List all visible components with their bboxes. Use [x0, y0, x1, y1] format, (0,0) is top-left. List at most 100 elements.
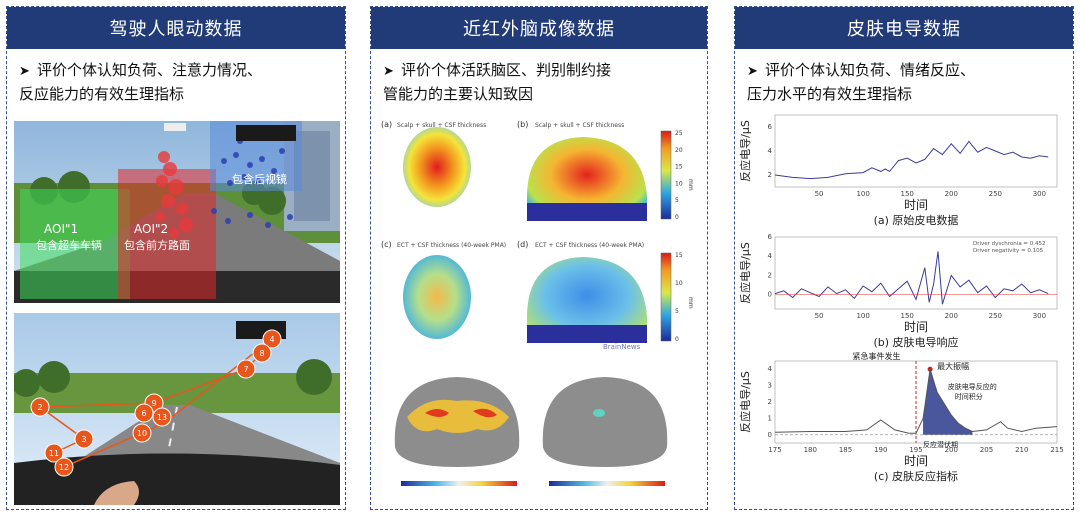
x-tick-label: 100: [856, 190, 869, 198]
y-tick-label: 3: [768, 382, 772, 390]
fixation-point: [236, 359, 256, 379]
panel-skin-conductance: 皮肤电导数据 ➤ 评价个体认知负荷、情绪反应、 压力水平的有效生理指标 50 100…: [734, 6, 1074, 510]
panel-title-fnirs: 近红外脑成像数据: [371, 7, 707, 49]
x-axis-label: 时间: [904, 320, 928, 334]
y-axis-label: 反应电导/μS: [738, 242, 752, 304]
panel-eye-tracking: 驾驶人眼动数据 ➤ 评价个体认知负荷、注意力情况、 反应能力的有效生理指标 AOI…: [6, 6, 346, 510]
fixation-point: [44, 443, 64, 463]
series-line: [774, 251, 1049, 305]
brain-side-view-b: [527, 137, 647, 221]
fixation-point: [74, 429, 94, 449]
annotation-integral-1: 皮肤电导反应的: [948, 382, 997, 391]
response-integral-area: [923, 369, 973, 435]
y-tick-label: 0: [768, 431, 772, 439]
eda-chart-2: 50 100 150 200 250 300 0 2 4 6 反应电导/μS 时间(b) 皮肤电导响应…: [738, 233, 1058, 349]
caption-cd-left: ECT + CSF thickness (40-week PMA): [397, 242, 506, 249]
x-tick-label: 205: [980, 446, 993, 454]
x-tick-label: 50: [815, 190, 824, 198]
brain-3d-right: [542, 377, 668, 467]
bullet-eda-line1: 评价个体认知负荷、情绪反应、: [765, 61, 976, 79]
label-c: (c): [381, 240, 392, 249]
colorbar-tick: 0: [675, 214, 679, 221]
fixation-point: [134, 403, 154, 423]
x-tick-label: 190: [874, 446, 887, 454]
colorbar-tick: 10: [675, 180, 683, 187]
colorbar-2-unit: mm: [687, 297, 694, 309]
chart-caption: (b) 皮肤电导响应: [873, 335, 958, 349]
x-tick-label: 250: [989, 190, 1002, 198]
x-tick-label: 210: [1015, 446, 1028, 454]
y-axis-label: 反应电导/μS: [738, 120, 752, 182]
x-axis-label: 时间: [904, 198, 928, 212]
y-tick-label: 2: [768, 271, 772, 279]
bullet-arrow-icon: ➤: [383, 64, 394, 79]
aoi-2-label-2: 包含前方路面: [124, 238, 190, 252]
bullet-eye-line2: 反应能力的有效生理指标: [19, 85, 185, 103]
x-tick-label: 100: [856, 312, 869, 320]
fixation-number: 9: [151, 399, 156, 408]
y-tick-label: 2: [768, 398, 772, 406]
x-tick-label: 150: [901, 312, 914, 320]
fixation-point: [262, 329, 282, 349]
label-a: (a): [381, 120, 392, 129]
x-tick-label: 200: [945, 312, 958, 320]
bullet-arrow-icon: ➤: [747, 64, 758, 79]
colorbar-tick: 5: [675, 308, 679, 315]
aoi-2-region: [118, 169, 216, 299]
bullet-eye-line1: 评价个体认知负荷、注意力情况、: [37, 61, 263, 79]
chart-caption: (c) 皮肤反应指标: [874, 469, 958, 483]
brain-top-view-a: [403, 127, 471, 207]
x-tick-label: 250: [989, 312, 1002, 320]
x-tick-label: 175: [768, 446, 781, 454]
fixation-number: 4: [269, 335, 274, 344]
eye-heatmap-scene: AOI"1 包含超车车辆 AOI"2 包含前方路面 包含后视镜: [14, 121, 340, 303]
fixation-point: [30, 397, 50, 417]
bullet-arrow-icon: ➤: [19, 64, 30, 79]
fixation-point: [252, 343, 272, 363]
y-tick-label: 4: [768, 252, 773, 260]
colorbar-2: [660, 252, 672, 342]
aoi-3-label: 包含后视镜: [232, 172, 287, 186]
x-tick-label: 195: [909, 446, 922, 454]
y-tick-label: 1: [768, 414, 772, 422]
x-axis-label: 时间: [904, 454, 928, 468]
fixation-number: 7: [243, 365, 248, 374]
x-tick-label: 50: [815, 312, 824, 320]
fixation-number: 10: [137, 429, 147, 438]
bullet-eda: ➤ 评价个体认知负荷、情绪反应、 压力水平的有效生理指标: [747, 59, 975, 106]
aoi-1-label-1: AOI"1: [44, 222, 78, 236]
colorbar-tick: 25: [675, 130, 683, 137]
brain-top-view-c: [403, 255, 471, 339]
y-tick-label: 6: [768, 233, 773, 241]
fixation-number: 3: [81, 435, 86, 444]
brain-side-view-d: [527, 257, 647, 343]
x-tick-label: 300: [1033, 312, 1046, 320]
colorbar-tick: 10: [675, 280, 683, 287]
horizontal-colorbar-right: [549, 481, 665, 486]
fixation-number: 13: [157, 413, 167, 422]
bullet-eye: ➤ 评价个体认知负荷、注意力情况、 反应能力的有效生理指标: [19, 59, 262, 106]
label-b: (b): [517, 120, 528, 129]
legend-entry: Driver negativity = 0.105: [973, 248, 1044, 254]
series-line: [774, 369, 1058, 434]
colorbar-tick: 15: [675, 164, 683, 171]
caption-ab-right: Scalp + skull + CSF thickness: [535, 122, 624, 129]
series-line: [774, 140, 1049, 180]
label-d: (d): [517, 240, 528, 249]
x-tick-label: 200: [945, 190, 958, 198]
panel-fnirs: 近红外脑成像数据 ➤ 评价个体活跃脑区、判别制约接 管能力的主要认知致因 (a) …: [370, 6, 708, 510]
brain-maps-figure: (a) Scalp + skull + CSF thickness (b) Sc…: [381, 120, 694, 486]
bullet-eda-line2: 压力水平的有效生理指标: [747, 85, 913, 103]
watermark: BrainNews: [603, 343, 641, 351]
colorbar-tick: 15: [675, 252, 683, 259]
x-tick-label: 215: [1050, 446, 1063, 454]
panel-title-eye: 驾驶人眼动数据: [7, 7, 345, 49]
colorbar-1: [660, 130, 672, 220]
fixation-point: [132, 423, 152, 443]
colorbar-1-unit: mm: [687, 179, 694, 191]
annotation-event: 紧急事件发生: [853, 351, 901, 361]
fixation-number: 12: [59, 463, 69, 472]
